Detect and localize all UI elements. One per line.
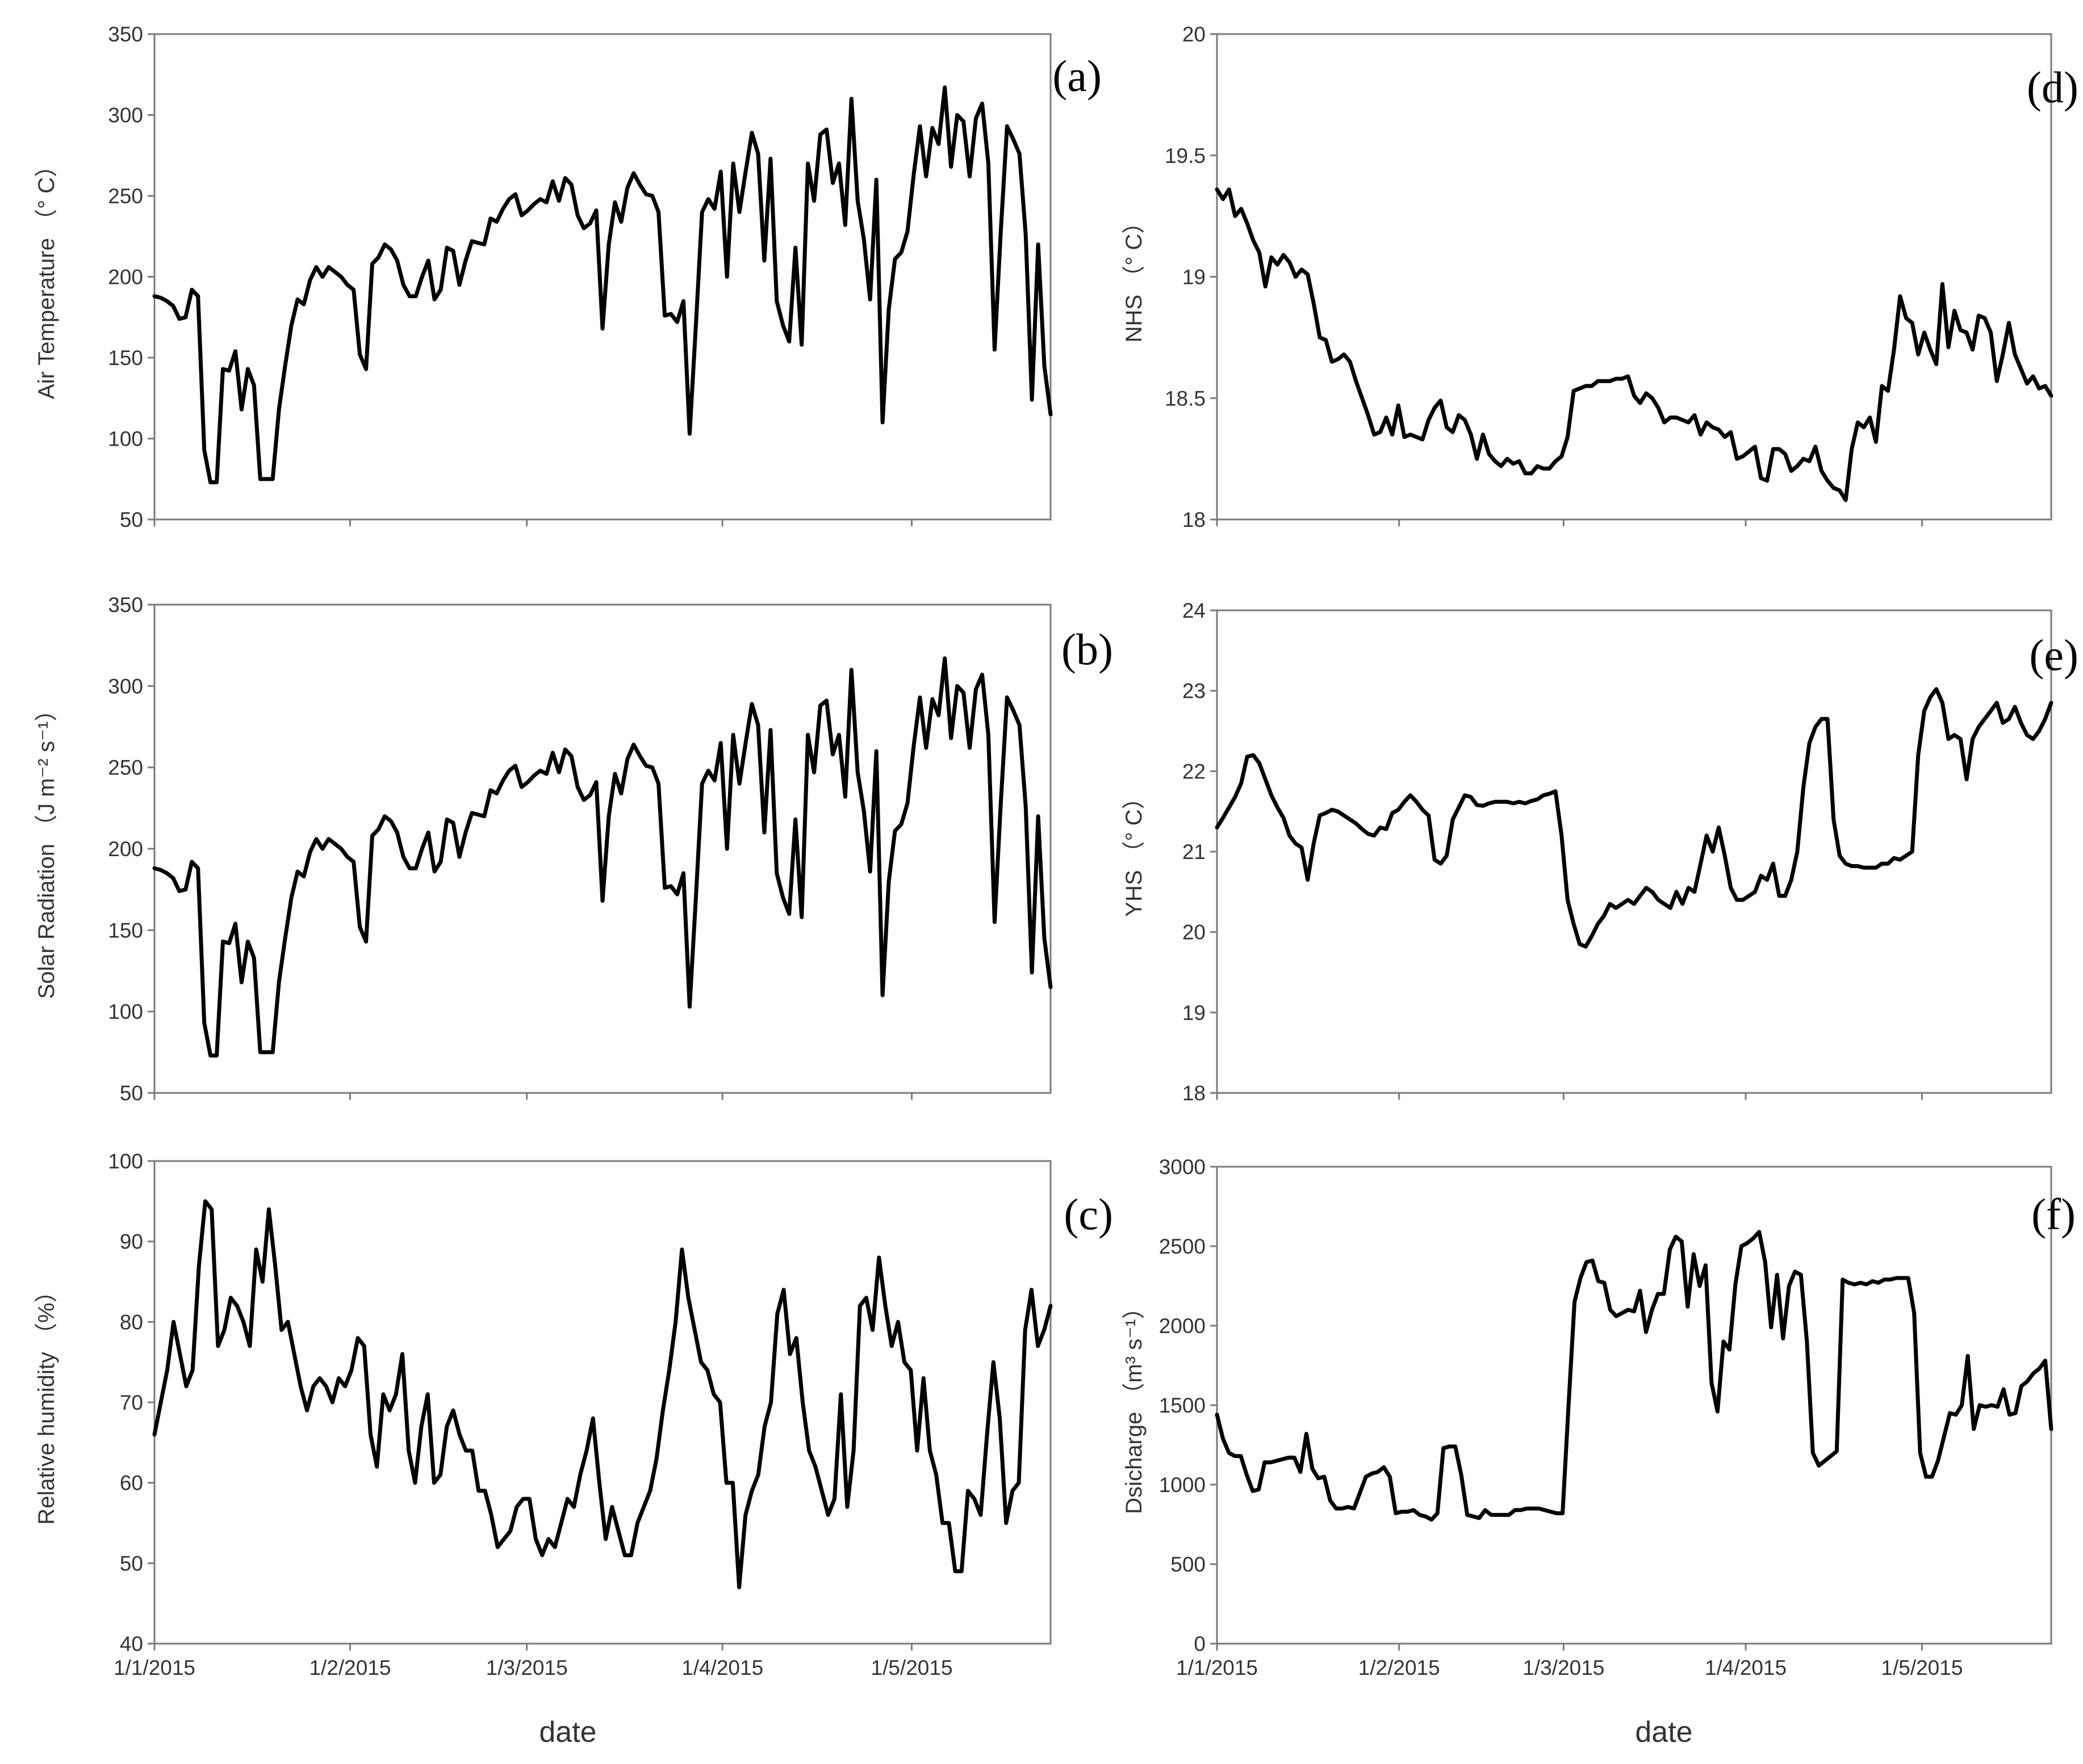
x-tick-label: 1/1/2015 <box>1176 1656 1258 1679</box>
y-tick-label: 19 <box>1182 266 1206 289</box>
series-line <box>1215 1230 2053 1522</box>
y-tick-label: 200 <box>108 837 143 861</box>
y-tick-label: 40 <box>120 1632 143 1656</box>
x-axis-title-right: date <box>1635 1716 1692 1749</box>
y-tick-label: 22 <box>1182 760 1206 783</box>
x-tick-label: 1/2/2015 <box>1358 1656 1440 1679</box>
series-line <box>152 656 1053 1058</box>
panel-e-yhs: 18 19 20 21 22 23 24 YHS （° C） (e) <box>1122 599 2078 1105</box>
panel-a-air-temperature: 50 100 150 200 250 300 350 Air Temperature （° C… <box>34 23 1102 531</box>
y-tick-label: 2000 <box>1159 1314 1206 1338</box>
y-tick-label: 350 <box>108 23 143 46</box>
x-axis-title-left: date <box>539 1716 596 1749</box>
y-axis-label: Relative humidity （%） <box>34 1280 59 1524</box>
plot-frame <box>153 604 1052 1094</box>
plot-frame <box>1216 33 2052 521</box>
y-tick-label: 300 <box>108 674 143 698</box>
panel-label: (e) <box>2029 630 2078 680</box>
y-tick-label: 80 <box>120 1310 143 1334</box>
y-tick-label: 250 <box>108 756 143 780</box>
y-tick-label: 18 <box>1182 508 1206 531</box>
y-tick-label: 24 <box>1182 599 1206 622</box>
y-axis-label: Dsicharge （m³ s⁻¹） <box>1122 1296 1147 1514</box>
y-tick-label: 2500 <box>1159 1235 1206 1258</box>
y-tick-label: 1000 <box>1159 1473 1206 1497</box>
series-line <box>1215 187 2053 502</box>
panel-label: (a) <box>1052 51 1102 100</box>
y-tick-label: 0 <box>1194 1632 1206 1656</box>
y-tick-label: 21 <box>1182 840 1206 864</box>
y-tick-label: 19 <box>1182 1001 1206 1024</box>
panel-label: (b) <box>1061 625 1113 674</box>
y-axis-label: Air Temperature （° C） <box>34 154 59 399</box>
y-tick-label: 90 <box>120 1230 143 1254</box>
y-tick-label: 70 <box>120 1391 143 1414</box>
x-tick-label: 1/5/2015 <box>1881 1656 1963 1679</box>
series-line <box>152 85 1053 484</box>
plot-frame <box>1216 609 2052 1094</box>
y-tick-label: 20 <box>1182 23 1206 46</box>
x-tick-label: 1/1/2015 <box>114 1656 195 1679</box>
x-tick-label: 1/3/2015 <box>1522 1656 1604 1679</box>
x-tick-label: 1/5/2015 <box>871 1656 953 1679</box>
y-tick-label: 150 <box>108 919 143 942</box>
y-axis-label: Solar Radiation （J m⁻² s⁻¹） <box>34 698 59 999</box>
y-tick-label: 50 <box>120 1552 143 1575</box>
x-tick-label: 1/4/2015 <box>1705 1656 1787 1679</box>
y-tick-label: 100 <box>108 428 143 451</box>
y-tick-label: 18 <box>1182 1082 1206 1105</box>
panel-label: (c) <box>1064 1189 1113 1239</box>
plot-frame <box>1216 1166 2052 1645</box>
y-tick-label: 1500 <box>1159 1394 1206 1417</box>
y-tick-label: 250 <box>108 185 143 208</box>
y-tick-label: 100 <box>108 1150 143 1173</box>
x-tick-label: 1/2/2015 <box>309 1656 391 1679</box>
panel-label: (d) <box>2027 62 2078 112</box>
y-axis-label: YHS （° C） <box>1122 786 1147 916</box>
y-tick-label: 500 <box>1170 1553 1206 1576</box>
y-tick-label: 20 <box>1182 921 1206 944</box>
y-axis-label: NHS （° C） <box>1122 211 1147 343</box>
y-tick-label: 3000 <box>1159 1155 1206 1179</box>
y-tick-label: 19.5 <box>1165 144 1206 167</box>
y-tick-label: 150 <box>108 346 143 370</box>
y-tick-label: 18.5 <box>1165 387 1206 410</box>
y-tick-label: 350 <box>108 593 143 617</box>
y-tick-label: 50 <box>120 508 143 531</box>
y-tick-label: 23 <box>1182 680 1206 703</box>
y-tick-label: 100 <box>108 1000 143 1024</box>
panel-c-relative-humidity: 40 50 60 70 80 90 100 1/1/2015 1/2/2015 1/3/2015 1… <box>34 1150 1113 1679</box>
y-tick-label: 60 <box>120 1472 143 1495</box>
series-line <box>1215 687 2053 949</box>
panel-b-solar-radiation: 50 100 150 200 250 300 350 Solar Radiation （J m… <box>34 593 1113 1105</box>
x-tick-label: 1/4/2015 <box>681 1656 763 1679</box>
plot-frame <box>153 33 1052 521</box>
plot-frame <box>153 1160 1052 1645</box>
y-tick-label: 50 <box>120 1082 143 1105</box>
panel-label: (f) <box>2031 1189 2076 1239</box>
y-tick-label: 200 <box>108 266 143 289</box>
panel-d-nhs: 18 18.5 19 19.5 20 NHS （° C） (d) <box>1122 23 2078 531</box>
series-line <box>152 1199 1053 1590</box>
x-tick-label: 1/3/2015 <box>486 1656 568 1679</box>
y-tick-label: 300 <box>108 104 143 127</box>
panel-f-discharge: 0 500 1000 1500 2000 2500 3000 1/1/2015 1/2/2015… <box>1122 1155 2076 1679</box>
